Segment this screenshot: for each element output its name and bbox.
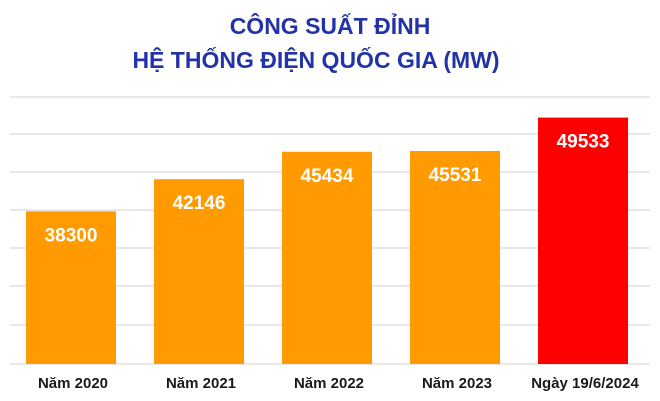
bar-value-labels: 38300 42146 45434 45531 49533 [45, 132, 610, 247]
category-labels: Năm 2020 Năm 2021 Năm 2022 Năm 2023 Ngày 19/… [38, 375, 639, 392]
bar-value-label-1: 42146 [173, 193, 226, 214]
category-label-3: Năm 2023 [422, 375, 492, 392]
category-label-0: Năm 2020 [38, 375, 108, 392]
bar-value-label-4: 49533 [557, 132, 610, 153]
bar-1 [154, 179, 244, 364]
category-label-2: Năm 2022 [294, 375, 364, 392]
chart-title-line-1: CÔNG SUẤT ĐỈNH [230, 11, 431, 39]
category-label-4: Ngày 19/6/2024 [531, 375, 639, 392]
bar-2 [282, 151, 372, 364]
bar-value-label-3: 45531 [429, 165, 482, 186]
bar-3 [410, 150, 500, 364]
bar-value-label-0: 38300 [45, 225, 98, 246]
category-label-1: Năm 2021 [166, 375, 236, 392]
bars [26, 117, 628, 364]
bar-value-label-2: 45434 [301, 166, 354, 187]
bar-0 [26, 211, 116, 364]
bar-4 [538, 117, 628, 364]
chart-title-line-2: HỆ THỐNG ĐIỆN QUỐC GIA (MW) [132, 46, 499, 73]
